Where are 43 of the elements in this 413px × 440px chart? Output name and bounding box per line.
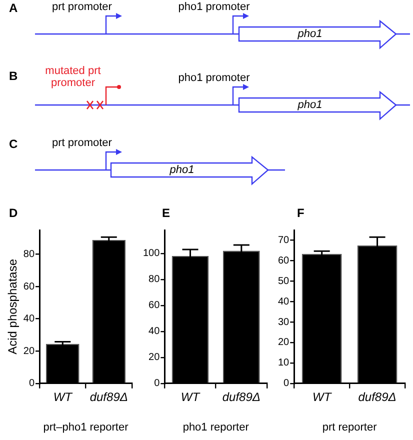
y-tick-label: 40 [278, 296, 290, 308]
y-tick-label: 20 [278, 337, 290, 348]
y-tick-label: 60 [278, 255, 290, 266]
y-tick-label: 70 [278, 234, 290, 246]
x-tick-label: WT [180, 390, 202, 404]
y-tick-label: 80 [148, 274, 160, 286]
y-tick-label: 100 [142, 248, 160, 260]
text: pho1 [298, 99, 322, 111]
y-tick-label: 10 [278, 358, 290, 369]
chart-title: F [297, 206, 304, 220]
chart-title: E [162, 206, 170, 220]
text: pho1 promoter [178, 1, 250, 13]
y-tick-label: 40 [23, 314, 35, 325]
text: B [9, 69, 18, 83]
x-tick-label: duf89Δ [90, 390, 128, 404]
y-tick-label: 0 [154, 378, 160, 390]
text: A [9, 1, 18, 15]
text: pho1 promoter [178, 72, 250, 84]
chart-title: D [9, 206, 18, 220]
text: prt promoter [52, 1, 112, 13]
y-tick-label: 40 [148, 326, 160, 338]
text: mutated prt promoter [44, 65, 102, 89]
y-tick-label: 50 [278, 276, 290, 287]
y-tick-label: 20 [148, 352, 160, 364]
y-tick-label: 60 [148, 300, 160, 312]
y-tick-label: 80 [23, 248, 35, 260]
x-axis-title: pho1 reporter [182, 421, 250, 434]
x-tick-label: duf89Δ [222, 390, 260, 404]
x-axis-title: prt reporter [322, 421, 378, 434]
text: pho1 [170, 164, 194, 176]
x-tick-label: WT [53, 390, 74, 404]
y-axis-title: Acid phosphatase [6, 258, 20, 354]
y-tick-label: 0 [28, 378, 35, 390]
text: prt promoter [52, 137, 112, 149]
text: pho1 [298, 28, 322, 40]
text: C [9, 137, 18, 151]
y-tick-label: 0 [284, 378, 290, 390]
x-axis-title: prt–pho1 reporter [43, 421, 129, 434]
y-tick-label: 60 [23, 281, 35, 292]
x-tick-label: duf89Δ [358, 390, 396, 404]
x-tick-label: WT [312, 390, 333, 404]
y-tick-label: 30 [278, 316, 290, 328]
y-tick-label: 20 [23, 346, 35, 357]
